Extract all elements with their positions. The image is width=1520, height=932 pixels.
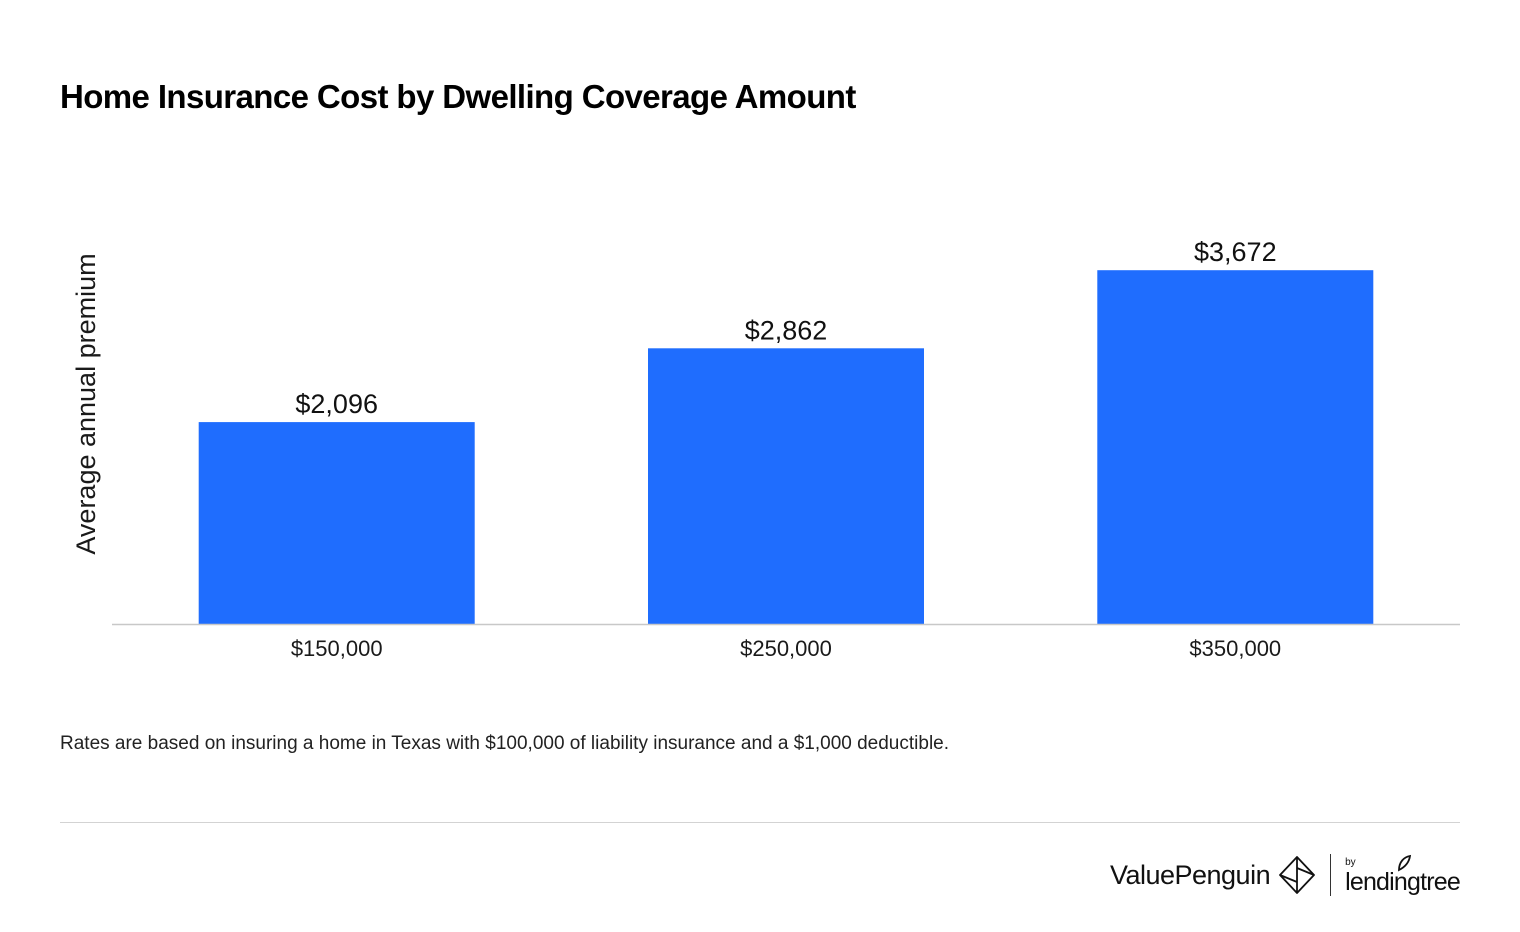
x-tick-label: $350,000 bbox=[1189, 636, 1281, 661]
bar bbox=[198, 422, 475, 624]
y-axis-label: Average annual premium bbox=[71, 253, 101, 554]
leaf-icon bbox=[1398, 854, 1412, 872]
footer-divider bbox=[60, 822, 1460, 823]
bar bbox=[648, 348, 924, 624]
lendingtree-by: by bbox=[1345, 857, 1356, 868]
footnote: Rates are based on insuring a home in Te… bbox=[60, 733, 950, 754]
bar bbox=[1097, 270, 1374, 624]
lendingtree-wordmark: lendingtree bbox=[1345, 868, 1461, 896]
data-label: $2,096 bbox=[295, 389, 378, 419]
lendingtree-mark: by lendingtree bbox=[1345, 854, 1461, 896]
bars-layer: $2,096 $150,000 $2,862 $250,000 $3,672 $350,0… bbox=[198, 237, 1374, 661]
data-label: $2,862 bbox=[745, 315, 828, 345]
chart-title: Home Insurance Cost by Dwelling Coverage… bbox=[60, 78, 856, 115]
data-label: $3,672 bbox=[1194, 237, 1277, 267]
x-tick-label: $150,000 bbox=[291, 636, 383, 661]
bar-chart: Average annual premium $2,096$150,000$2,… bbox=[71, 237, 1460, 661]
x-tick-label: $250,000 bbox=[740, 636, 832, 661]
brand-lockup: ValuePenguin by lendingtree bbox=[1109, 852, 1461, 898]
valuepenguin-logo-icon bbox=[1279, 856, 1315, 894]
valuepenguin-wordmark: ValuePenguin bbox=[1109, 859, 1271, 890]
brand-separator bbox=[1330, 854, 1332, 896]
